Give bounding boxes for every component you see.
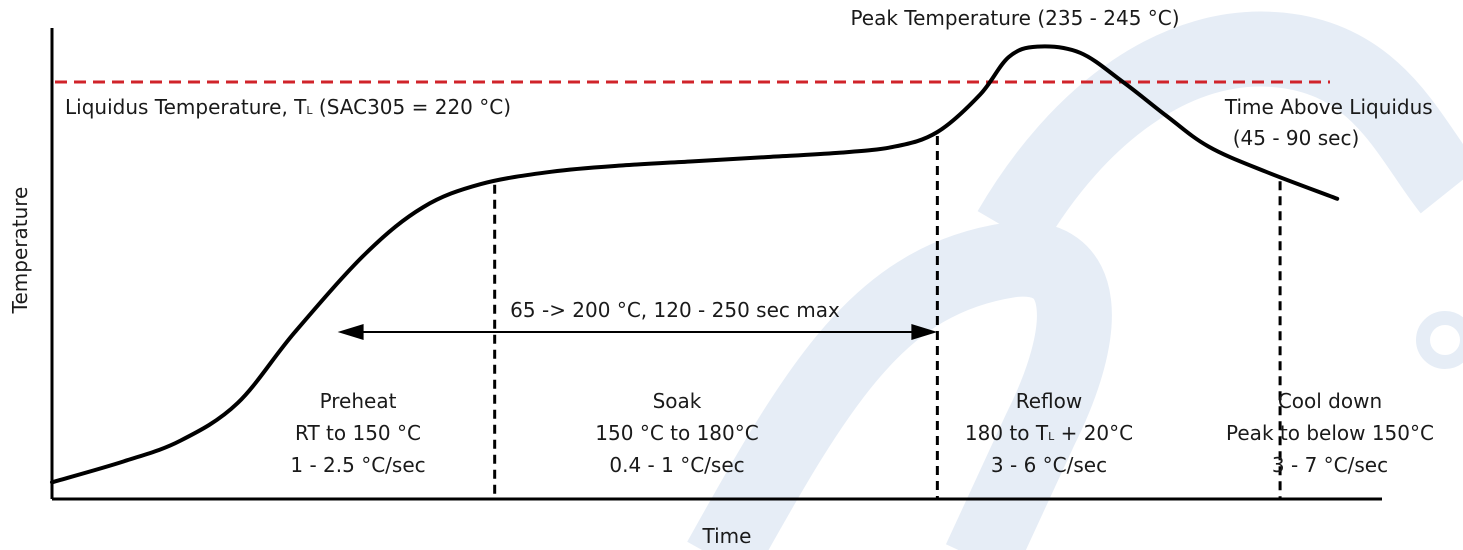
y-axis-title: Temperature <box>8 187 32 315</box>
phase-reflow-line-1-main: 180 to T <box>965 421 1049 445</box>
phase-soak-title: Soak <box>653 389 702 413</box>
phase-reflow-line-1-sub: L <box>1048 430 1055 443</box>
phase-soak: Soak 150 °C to 180°C 0.4 - 1 °C/sec <box>595 389 758 477</box>
phase-preheat-title: Preheat <box>320 389 397 413</box>
tal-line-2: (45 - 90 sec) <box>1233 126 1360 150</box>
tal-line-1: Time Above Liquidus <box>1224 95 1433 119</box>
peak-temperature-label: Peak Temperature (235 - 245 °C) <box>850 6 1179 30</box>
phase-cool-title: Cool down <box>1278 389 1382 413</box>
phase-preheat-line-1: RT to 150 °C <box>295 421 421 445</box>
phase-cool-down: Cool down Peak to below 150°C 3 - 7 °C/s… <box>1226 389 1434 477</box>
phase-reflow-title: Reflow <box>1016 389 1083 413</box>
profile-curve <box>50 44 1340 485</box>
watermark-stroke-1 <box>687 221 1112 550</box>
span-arrowhead-right <box>911 324 938 340</box>
x-axis-title: Time <box>702 524 752 548</box>
time-above-liquidus-label: Time Above Liquidus (45 - 90 sec) <box>1224 95 1439 150</box>
span-label: 65 -> 200 °C, 120 - 250 sec max <box>510 298 840 322</box>
liquidus-label: Liquidus Temperature, TL (SAC305 = 220 °… <box>65 95 511 119</box>
liquidus-label-main: Liquidus Temperature, T <box>65 95 307 119</box>
span-arrowhead-left <box>337 324 364 340</box>
phase-reflow: Reflow 180 to TL + 20°C 3 - 6 °C/sec <box>965 389 1133 477</box>
watermark <box>687 11 1463 550</box>
phase-soak-line-2: 0.4 - 1 °C/sec <box>609 453 744 477</box>
phase-reflow-line-2: 3 - 6 °C/sec <box>991 453 1107 477</box>
watermark-dot <box>1416 311 1463 369</box>
span-arrow <box>337 324 938 340</box>
phase-preheat: Preheat RT to 150 °C 1 - 2.5 °C/sec <box>290 389 425 477</box>
phase-reflow-line-1-tail: + 20°C <box>1054 421 1133 445</box>
phase-cool-line-2: 3 - 7 °C/sec <box>1272 453 1388 477</box>
phase-soak-line-1: 150 °C to 180°C <box>595 421 758 445</box>
phase-cool-line-1: Peak to below 150°C <box>1226 421 1434 445</box>
phase-reflow-line-1: 180 to TL + 20°C <box>965 421 1133 445</box>
liquidus-label-sub: L <box>306 104 313 117</box>
liquidus-label-tail: (SAC305 = 220 °C) <box>313 95 511 119</box>
phase-preheat-line-2: 1 - 2.5 °C/sec <box>290 453 425 477</box>
phase-boundaries <box>493 136 1282 499</box>
watermark-stroke-2 <box>977 11 1463 250</box>
